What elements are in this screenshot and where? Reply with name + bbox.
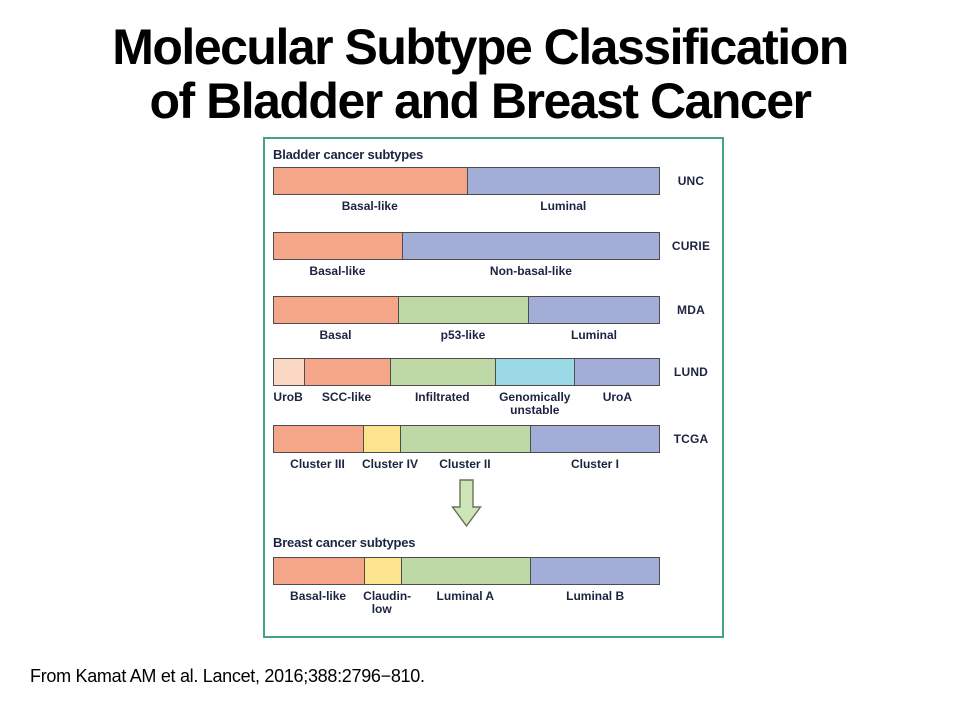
bar-segment-uroa	[574, 359, 659, 385]
segment-label-luminal-b: Luminal B	[566, 589, 625, 603]
segment-label-basal-like: Basal-like	[290, 589, 347, 603]
bar-segment-non-basal-like	[402, 233, 659, 259]
classification-row-lund: UroB SCC-like Infiltrated Genomically unsta…	[273, 358, 722, 417]
bar-segment-infiltrated	[390, 359, 495, 385]
segment-label-cluster-ii: Cluster II	[439, 457, 491, 471]
subtype-bar	[273, 358, 660, 386]
bar-segment-genomically-unstable	[494, 359, 575, 385]
segment-label-p53-like: p53-like	[440, 328, 486, 342]
slide-title: Molecular Subtype Classification of Blad…	[0, 20, 960, 128]
segment-label-infiltrated: Infiltrated	[414, 390, 470, 404]
classification-row-curie: Basal-like Non-basal-like CURIE	[273, 232, 722, 278]
segment-label-claudin-low: Claudin-low	[363, 589, 412, 616]
subtype-bar	[273, 557, 660, 585]
bar-segment-cluster-ii	[400, 426, 530, 452]
slide-title-line2: of Bladder and Breast Cancer	[149, 73, 812, 129]
subtype-bar	[273, 167, 660, 195]
classification-tag-tcga: TCGA	[673, 432, 709, 446]
segment-label-scc-like: SCC-like	[321, 390, 372, 404]
segment-label-urob: UroB	[273, 390, 303, 404]
bar-labels: Basal p53-like Luminal	[273, 329, 660, 342]
classification-tag-curie: CURIE	[671, 239, 711, 253]
bar-labels: UroB SCC-like Infiltrated Genomically unsta…	[273, 391, 660, 417]
segment-label-basal: Basal	[319, 328, 352, 342]
arrow-wrap	[273, 479, 660, 527]
bar-segment-basal-like	[274, 168, 467, 194]
bar-labels: Cluster III Cluster IV Cluster II Cluster I	[273, 458, 660, 471]
subtype-bar	[273, 425, 660, 453]
bar-labels: Basal-like Luminal	[273, 200, 660, 213]
segment-label-cluster-i: Cluster I	[570, 457, 619, 471]
segment-label-basal-like: Basal-like	[341, 199, 398, 213]
bar-segment-basal-like	[274, 558, 364, 584]
row-main: Basal p53-like Luminal	[273, 296, 660, 342]
segment-label-luminal: Luminal	[571, 328, 618, 342]
classification-tag-lund: LUND	[673, 365, 709, 379]
bar-segment-luminal-b	[530, 558, 659, 584]
down-arrow-shape	[451, 479, 482, 527]
bar-segment-urob	[274, 359, 305, 385]
segment-label-luminal: Luminal	[540, 199, 587, 213]
bar-segment-claudin-low	[363, 558, 401, 584]
subtype-bar	[273, 296, 660, 324]
down-arrow-icon	[451, 479, 482, 527]
row-main: Basal-like Claudin-low Luminal A Luminal B	[273, 557, 660, 616]
bar-segment-luminal	[466, 168, 659, 194]
bladder-rows-container: Basal-like Luminal UNC Basal-like Non-basal-…	[273, 167, 722, 471]
bar-segment-scc-like	[304, 359, 391, 385]
classification-row-mda: Basal p53-like Luminal MDA	[273, 296, 722, 342]
classification-tag-mda: MDA	[677, 303, 705, 317]
bar-segment-luminal-a	[400, 558, 531, 584]
bar-segment-basal	[274, 297, 399, 323]
segment-label-uroa: UroA	[602, 390, 633, 404]
bar-segment-cluster-iv	[362, 426, 401, 452]
bar-segment-cluster-iii	[274, 426, 363, 452]
row-main: Basal-like Non-basal-like	[273, 232, 660, 278]
subtype-bar	[273, 232, 660, 260]
row-main: Cluster III Cluster IV Cluster II Cluster I	[273, 425, 660, 471]
figure-panel: Bladder cancer subtypes Basal-like Lumina…	[263, 137, 724, 638]
row-main: UroB SCC-like Infiltrated Genomically unsta…	[273, 358, 660, 417]
classification-row-breast: Basal-like Claudin-low Luminal A Luminal B	[273, 557, 722, 616]
classification-row-unc: Basal-like Luminal UNC	[273, 167, 722, 213]
classification-tag-unc: UNC	[677, 174, 705, 188]
bar-labels: Basal-like Non-basal-like	[273, 265, 660, 278]
bar-segment-cluster-i	[529, 426, 659, 452]
classification-row-tcga: Cluster III Cluster IV Cluster II Cluster I…	[273, 425, 722, 471]
segment-label-basal-like: Basal-like	[309, 264, 366, 278]
segment-label-cluster-iii: Cluster III	[290, 457, 345, 471]
slide-title-line1: Molecular Subtype Classification	[112, 19, 849, 75]
breast-section-heading: Breast cancer subtypes	[273, 535, 416, 550]
bladder-section-heading: Bladder cancer subtypes	[273, 147, 424, 162]
citation: From Kamat AM et al. Lancet, 2016;388:27…	[30, 666, 425, 686]
segment-label-genomically-unstable: Genomically unstable	[499, 390, 571, 417]
segment-label-non-basal-like: Non-basal-like	[489, 264, 572, 278]
bar-segment-luminal	[527, 297, 659, 323]
bar-labels: Basal-like Claudin-low Luminal A Luminal B	[273, 590, 660, 616]
segment-label-cluster-iv: Cluster IV	[362, 457, 419, 471]
segment-label-luminal-a: Luminal A	[436, 589, 495, 603]
row-main: Basal-like Luminal	[273, 167, 660, 213]
breast-row-container: Basal-like Claudin-low Luminal A Luminal B	[273, 557, 722, 616]
bar-segment-basal-like	[274, 233, 403, 259]
bar-segment-p53-like	[398, 297, 528, 323]
